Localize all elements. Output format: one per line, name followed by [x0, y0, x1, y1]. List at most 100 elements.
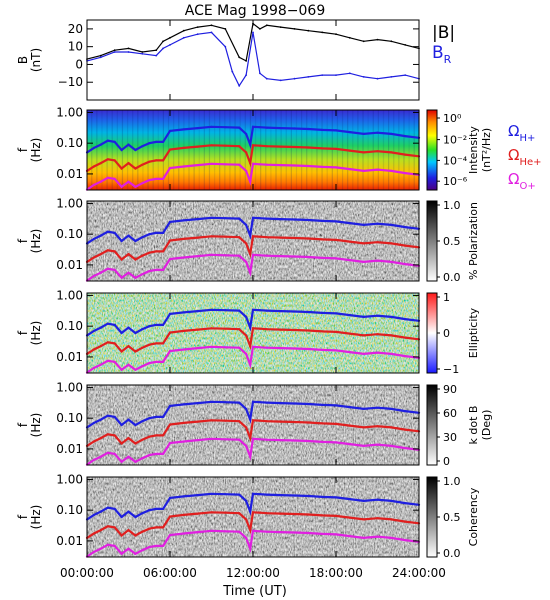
y-axis-unit: (Hz) [29, 321, 43, 346]
gyrofrequency-point [148, 417, 151, 420]
gyrofrequency-point [348, 168, 351, 171]
series-point [245, 74, 248, 76]
gyrofrequency-point [99, 162, 102, 165]
gyrofrequency-point [182, 532, 185, 535]
y-axis-label: f [16, 238, 30, 243]
gyrofrequency-point [120, 350, 123, 353]
spectrogram-streak [132, 110, 134, 190]
gyrofrequency-point [196, 347, 199, 350]
gyrofrequency-point [99, 455, 102, 458]
chart-title: ACE Mag 1998−069 [185, 3, 325, 19]
gyrofrequency-point [148, 435, 151, 438]
series-point [376, 38, 379, 41]
y-tick-label: 1.00 [56, 472, 83, 486]
spectrogram-streak [290, 110, 292, 190]
gyrofrequency-point [92, 532, 95, 535]
gyrofrequency-point [148, 454, 151, 457]
gyrofrequency-point [404, 172, 407, 175]
gyrofrequency-point [196, 145, 199, 148]
gyrofrequency-point [279, 218, 282, 221]
spectrogram-streak [321, 110, 323, 190]
series-point [238, 56, 241, 59]
series-point [307, 76, 310, 78]
gyrofrequency-point [321, 311, 324, 314]
series-point [127, 47, 130, 50]
y-tick-label: 1.00 [56, 288, 83, 302]
gyrofrequency-point [182, 513, 185, 517]
gyrofrequency-point [155, 415, 158, 418]
gyrofrequency-point [168, 331, 172, 334]
gyrofrequency-point [362, 132, 365, 135]
gyrofrequency-point [251, 419, 255, 422]
gyrofrequency-point [99, 418, 102, 421]
gyrofrequency-point [265, 163, 268, 166]
gyrofrequency-point [127, 363, 130, 366]
gyrofrequency-point [321, 165, 324, 168]
gyrofrequency-point [265, 438, 268, 441]
gyrofrequency-point [258, 163, 261, 166]
gyrofrequency-point [279, 328, 282, 331]
gyrofrequency-curve [86, 437, 420, 466]
gyrofrequency-point [265, 512, 268, 515]
gyrofrequency-point [251, 144, 255, 147]
gyrofrequency-point [141, 438, 144, 441]
legend-entry: ΩHe+ [508, 146, 542, 168]
gyrofrequency-point [182, 440, 185, 443]
gyrofrequency-point [279, 347, 282, 350]
legend-entry: |B| [432, 23, 455, 43]
series-point [224, 45, 227, 48]
gyrofrequency-point [404, 318, 407, 321]
gyrofrequency-point [251, 492, 255, 495]
gyrofrequency-curve [86, 345, 420, 374]
gyrofrequency-point [390, 315, 393, 318]
gyrofrequency-point [120, 552, 123, 555]
gyrofrequency-point [196, 164, 199, 167]
gyrofrequency-point [265, 309, 268, 312]
gyrofrequency-point [120, 167, 123, 170]
gyrofrequency-point [106, 359, 109, 362]
gyrofrequency-point [245, 407, 248, 410]
colorbar-label: Coherency [467, 487, 480, 546]
gyrofrequency-point [92, 146, 95, 149]
y-axis-label: B [16, 56, 30, 64]
gyrofrequency-point [106, 322, 109, 325]
gyrofrequency-point [321, 348, 324, 351]
gyrofrequency-point [293, 420, 296, 424]
series-point [245, 60, 248, 62]
gyrofrequency-curve [86, 308, 420, 337]
y-axis-unit: (Hz) [29, 138, 43, 163]
series-point [348, 36, 351, 39]
gyrofrequency-point [120, 515, 123, 519]
gyrofrequency-point [113, 342, 116, 345]
series-point [224, 28, 227, 30]
gyrofrequency-point [162, 434, 165, 437]
spectrogram-streak [229, 110, 231, 190]
gyrofrequency-curve [86, 235, 420, 263]
gyrofrequency-point [321, 256, 324, 259]
gyrofrequency-point [127, 510, 130, 513]
gyrofrequency-point [265, 236, 268, 239]
gyrofrequency-point [120, 331, 123, 335]
gyrofrequency-point [279, 439, 282, 442]
gyrofrequency-point [210, 437, 213, 440]
gyrofrequency-point [348, 535, 351, 538]
colorbar-label: % Polarization [467, 202, 480, 280]
gyrofrequency-point [134, 167, 137, 170]
gyrofrequency-point [245, 315, 248, 318]
gyrofrequency-point [168, 166, 172, 170]
series-point [321, 74, 324, 76]
spectrogram-streak [142, 110, 144, 190]
colorbar [426, 200, 438, 282]
gyrofrequency-point [134, 460, 137, 463]
gyrofrequency-point [238, 493, 241, 496]
gyrofrequency-point [251, 216, 255, 219]
gyrofrequency-point [307, 310, 310, 314]
gyrofrequency-point [168, 349, 172, 353]
y-tick-label: 0.10 [56, 136, 83, 150]
gyrofrequency-point [348, 351, 351, 354]
gyrofrequency-point [182, 311, 185, 314]
gyrofrequency-point [120, 258, 123, 261]
gyrofrequency-point [249, 455, 252, 458]
gyrofrequency-point [362, 315, 365, 318]
gyrofrequency-point [113, 507, 116, 510]
